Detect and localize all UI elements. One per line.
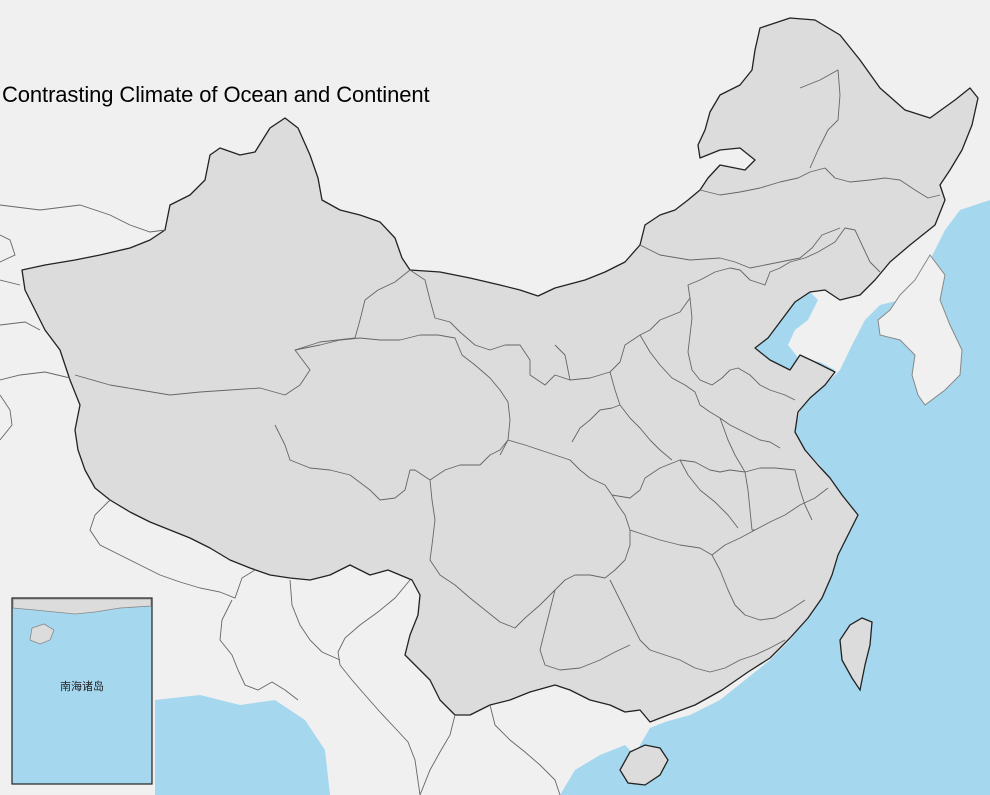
korea [877, 254, 963, 406]
china-mainland [21, 17, 979, 723]
neighbor-borders [0, 204, 561, 795]
taiwan-island [839, 617, 873, 692]
south-china-sea-inset [11, 597, 153, 785]
hainan-island [619, 744, 669, 786]
ocean-east [625, 200, 990, 795]
ocean-bay-of-bengal [155, 695, 330, 795]
inset-coast [12, 598, 152, 615]
inset-hainan [29, 623, 55, 645]
ocean-gulf-tonkin [560, 745, 640, 795]
map-title: Contrasting Climate of Ocean and Contine… [2, 82, 430, 107]
province-borders [74, 69, 941, 673]
ocean-bohai [755, 290, 835, 385]
inset-label: 南海诸岛 [60, 680, 104, 693]
